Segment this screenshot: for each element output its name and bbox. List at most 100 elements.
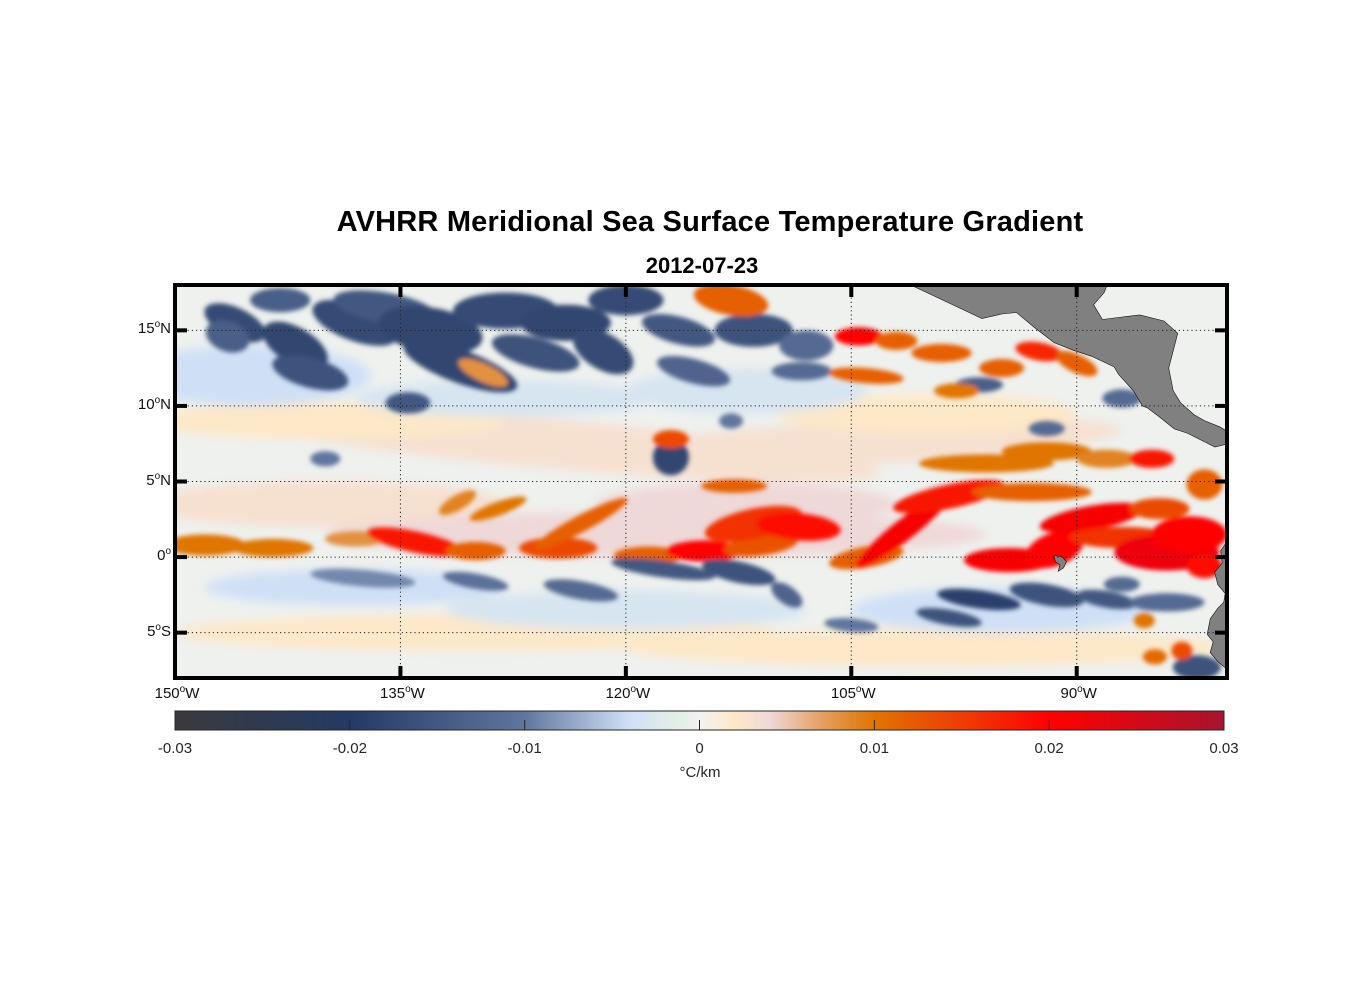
colorbar-unit-label: °C/km	[679, 764, 721, 781]
positive-gradient-feature	[828, 367, 904, 384]
positive-gradient-feature	[911, 343, 972, 363]
negative-gradient-feature	[701, 559, 776, 586]
positive-gradient-feature	[1142, 649, 1167, 665]
longitude-tick-label: 105oW	[813, 684, 893, 703]
latitude-value: 15	[137, 320, 155, 338]
longitude-value: 105	[830, 685, 856, 702]
negative-gradient-feature	[824, 617, 879, 633]
hemisphere-letter: W	[636, 685, 651, 702]
degree-symbol: o	[630, 684, 637, 695]
positive-gradient-feature	[445, 541, 506, 561]
negative-gradient-feature	[378, 306, 483, 355]
negative-gradient-feature	[937, 588, 1021, 611]
positive-gradient-feature	[366, 527, 465, 557]
longitude-value: 135	[380, 685, 406, 702]
chart-subtitle: 2012-07-23	[645, 253, 759, 278]
colorbar-tick-label: 0.02	[1034, 740, 1064, 757]
map-frame	[173, 283, 1229, 680]
latitude-tick-label: 15oN	[111, 320, 171, 338]
negative-gradient-feature	[442, 571, 509, 591]
colorbar-tick-label: 0.01	[859, 740, 889, 757]
positive-gradient-feature	[756, 512, 841, 541]
positive-gradient-feature	[175, 534, 246, 556]
positive-gradient-feature	[175, 481, 506, 527]
positive-gradient-feature	[1186, 554, 1223, 579]
positive-gradient-feature	[438, 490, 477, 516]
latitude-tick-label: 0o	[111, 546, 171, 565]
positive-gradient-feature	[1076, 449, 1137, 468]
negative-gradient-feature	[1102, 389, 1142, 408]
negative-gradient-feature	[779, 330, 834, 361]
hemisphere-letter: W	[1082, 685, 1097, 702]
positive-gradient-feature	[934, 383, 979, 399]
positive-gradient-feature	[1055, 351, 1098, 377]
colorbar-tick-label: 0	[695, 740, 704, 757]
degree-symbol: o	[155, 621, 161, 633]
negative-gradient-feature	[1103, 576, 1140, 592]
latitude-value: 5	[146, 471, 155, 489]
negative-gradient-feature	[445, 590, 807, 630]
negative-gradient-feature	[310, 568, 416, 588]
hemisphere-letter: S	[160, 622, 171, 640]
longitude-value: 90	[1060, 685, 1078, 702]
latitude-tick-label: 5oS	[111, 621, 171, 640]
degree-symbol: o	[405, 684, 411, 695]
negative-gradient-feature	[385, 392, 431, 414]
negative-gradient-feature	[1129, 593, 1205, 612]
positive-gradient-feature	[625, 629, 1227, 666]
positive-gradient-feature	[1001, 442, 1092, 461]
degree-symbol: o	[165, 546, 171, 558]
longitude-value: 150	[154, 685, 180, 702]
negative-gradient-feature	[573, 328, 634, 375]
negative-gradient-feature	[652, 439, 689, 476]
positive-gradient-feature	[232, 538, 314, 558]
positive-gradient-feature	[893, 479, 1005, 514]
negative-gradient-feature	[642, 313, 715, 347]
positive-gradient-feature	[458, 358, 508, 387]
positive-gradient-feature	[693, 285, 769, 317]
longitude-value: 120	[605, 685, 631, 702]
positive-gradient-feature	[875, 331, 918, 350]
negative-gradient-feature	[543, 579, 618, 602]
degree-symbol: o	[154, 394, 161, 406]
positive-gradient-feature	[666, 540, 742, 562]
negative-gradient-feature	[719, 413, 744, 429]
positive-gradient-feature	[1015, 341, 1063, 362]
positive-gradient-feature	[1151, 516, 1227, 553]
latitude-value: 10	[137, 395, 155, 413]
positive-gradient-feature	[971, 483, 1092, 502]
negative-gradient-feature	[355, 380, 656, 417]
chart-title: AVHRR Meridional Sea Surface Temperature…	[336, 206, 1084, 238]
negative-gradient-feature	[1028, 421, 1065, 437]
colorbar-tick-label: -0.01	[507, 740, 542, 757]
degree-symbol: o	[1077, 684, 1083, 695]
land-central-america	[910, 285, 1227, 448]
colorbar-tick-label: 0.03	[1209, 740, 1239, 757]
positive-gradient-feature	[652, 430, 689, 449]
longitude-tick-label: 90oW	[1039, 684, 1119, 703]
degree-symbol: o	[855, 684, 862, 695]
positive-gradient-feature	[1129, 449, 1175, 468]
negative-gradient-feature	[312, 299, 399, 346]
positive-gradient-feature	[1039, 502, 1144, 533]
positive-gradient-feature	[979, 359, 1025, 378]
colorbar-tick-label: -0.03	[157, 740, 193, 757]
negative-gradient-feature	[250, 288, 311, 313]
negative-gradient-feature	[1172, 655, 1221, 678]
positive-gradient-feature	[701, 479, 768, 493]
positive-gradient-feature	[918, 454, 1055, 473]
negative-gradient-feature	[771, 362, 832, 381]
land-galapagos	[1053, 554, 1067, 573]
latitude-tick-label: 10oN	[111, 394, 171, 413]
positive-gradient-feature	[1171, 641, 1193, 660]
negative-gradient-feature	[588, 285, 664, 316]
positive-gradient-feature	[595, 483, 897, 526]
negative-gradient-feature	[204, 303, 266, 343]
positive-gradient-feature	[1133, 613, 1155, 629]
negative-gradient-feature	[657, 355, 730, 387]
negative-gradient-feature	[1077, 589, 1137, 610]
hemisphere-letter: N	[160, 395, 171, 413]
negative-gradient-feature	[714, 313, 793, 347]
negative-gradient-feature	[916, 608, 982, 627]
longitude-tick-label: 135oW	[362, 684, 442, 703]
